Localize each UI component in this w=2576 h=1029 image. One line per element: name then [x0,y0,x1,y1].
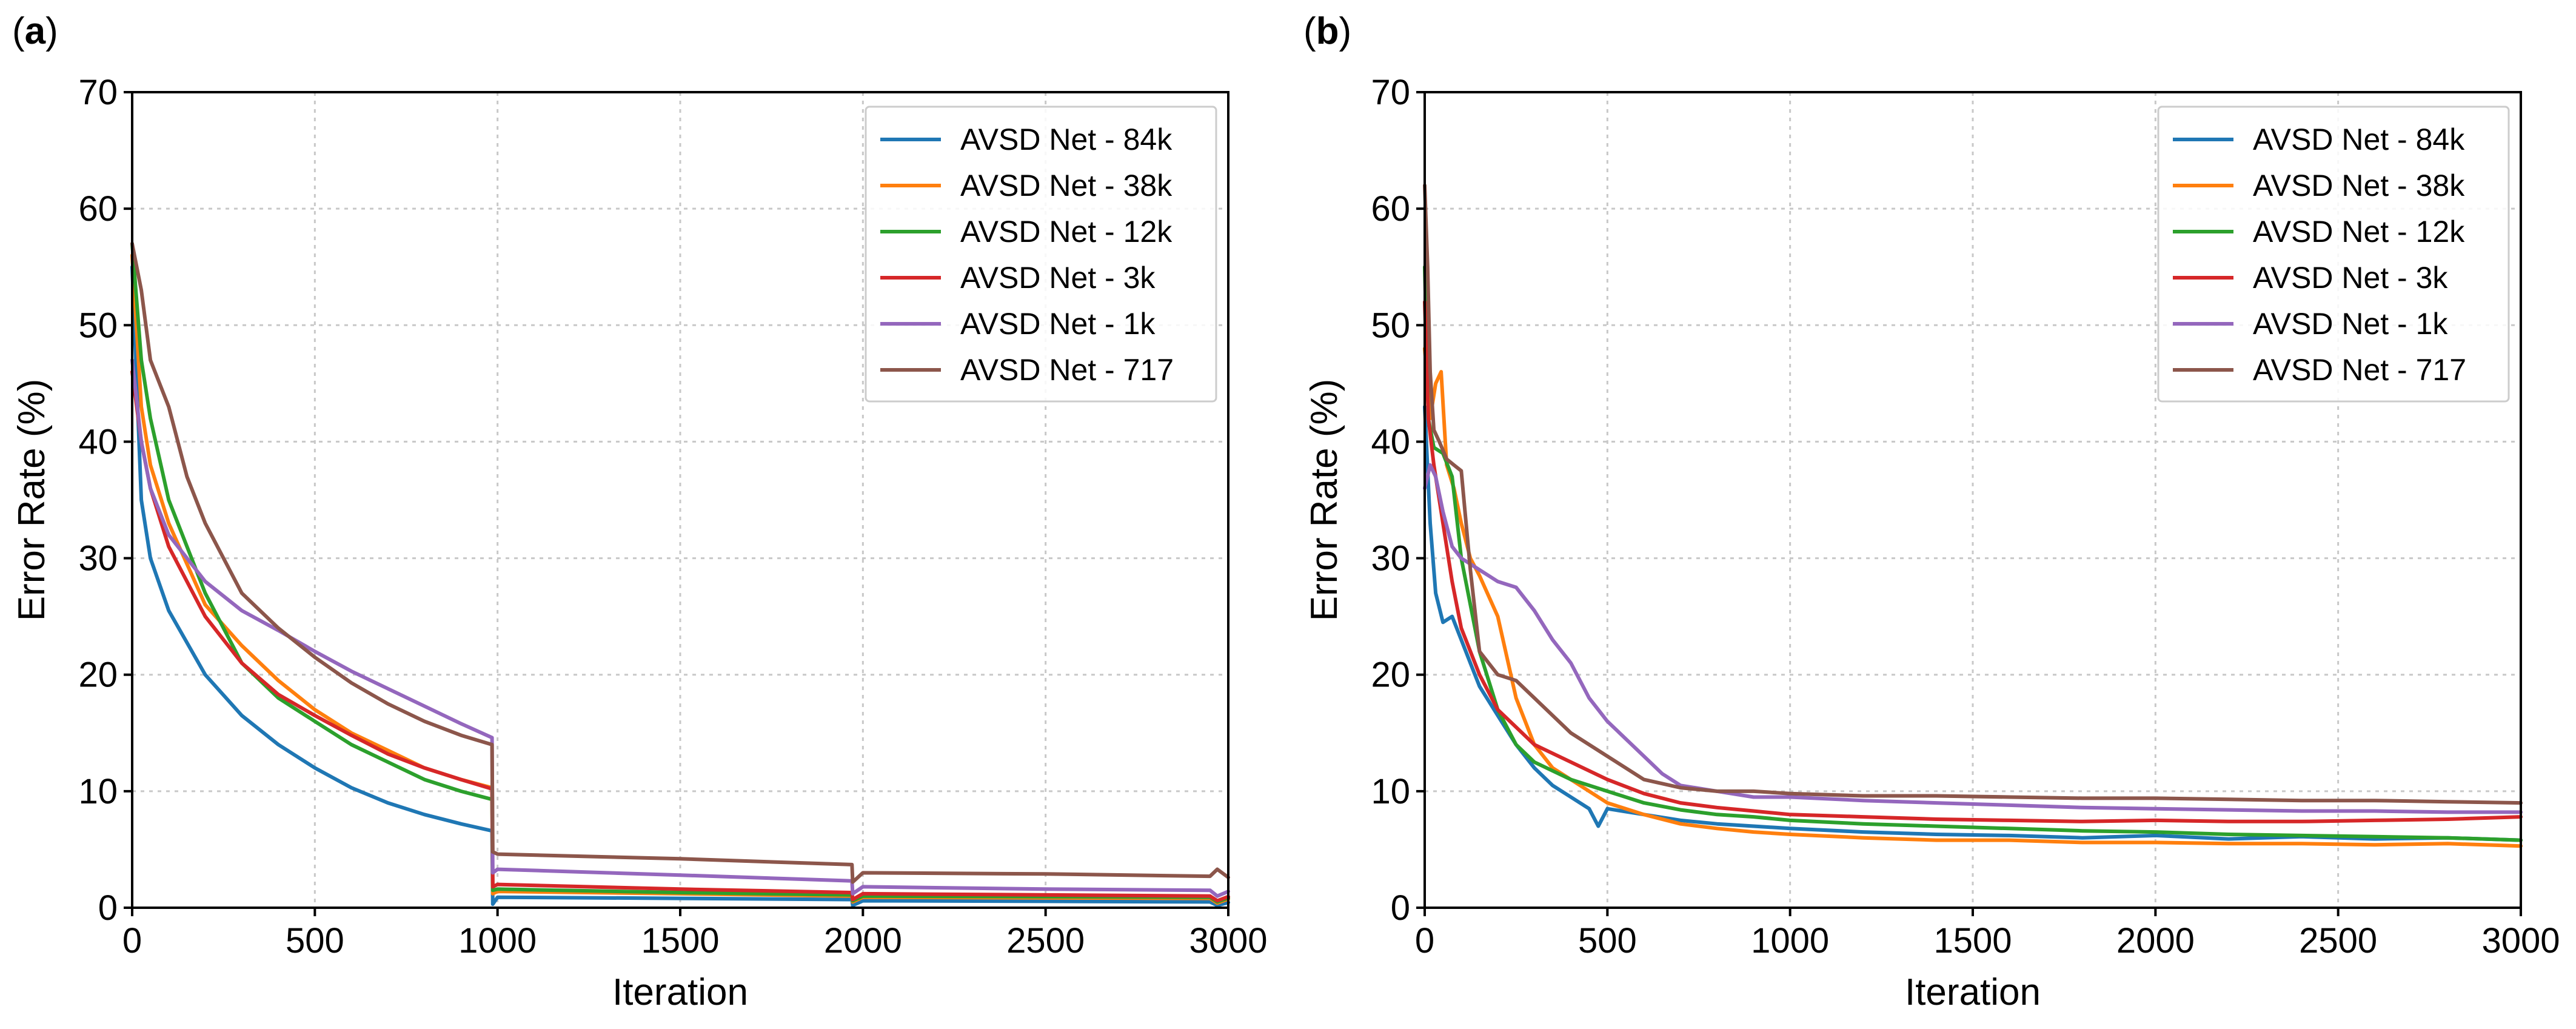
y-tick-label-a-6: 60 [78,189,118,229]
legend-label-a-0: AVSD Net - 84k [960,122,1173,156]
panel-label-b: (b) [1303,10,1351,52]
series-b [1423,183,2523,848]
x-tick-label-b-0: 0 [1415,921,1434,960]
x-tick-label-a-1: 500 [286,921,344,960]
x-tick-label-a-4: 2000 [824,921,902,960]
y-tick-label-a-0: 0 [98,888,118,928]
y-tick-label-b-6: 60 [1371,189,1410,229]
series-line-b-3 [1423,300,2523,823]
series-line-a-0 [130,265,1230,908]
legend-label-b-2: AVSD Net - 12k [2253,215,2465,249]
x-tick-label-a-3: 1500 [641,921,719,960]
series-line-a-4 [130,358,1230,898]
series-line-b-2 [1423,265,2523,842]
x-tick-label-b-5: 2500 [2299,921,2377,960]
y-tick-label-a-7: 70 [78,73,118,112]
series-line-a-2 [130,241,1230,904]
y-tick-label-a-3: 30 [78,539,118,578]
x-tick-label-a-6: 3000 [1189,921,1267,960]
legend-label-a-1: AVSD Net - 38k [960,169,1173,203]
y-tick-label-b-1: 10 [1371,772,1410,811]
x-ticks-b: 0 500 1000 1500 2000 2500 3000 [1415,908,2560,960]
y-tick-label-b-5: 50 [1371,306,1410,345]
y-tick-label-a-2: 20 [78,655,118,695]
legend-label-b-5: AVSD Net - 717 [2253,353,2466,387]
x-tick-label-a-2: 1000 [458,921,537,960]
y-axis-label-b: Error Rate (%) [1303,379,1345,622]
y-tick-label-a-1: 10 [78,772,118,811]
legend-label-b-0: AVSD Net - 84k [2253,122,2465,156]
x-tick-label-b-4: 2000 [2116,921,2195,960]
y-tick-label-b-4: 40 [1371,422,1410,461]
series-a [130,241,1230,908]
x-ticks-a: 0 500 1000 1500 2000 2500 3000 [122,908,1268,960]
legend-label-b-1: AVSD Net - 38k [2253,169,2465,203]
legend-b: AVSD Net - 84k AVSD Net - 38k AVSD Net - 1… [2157,106,2510,403]
legend-label-b-4: AVSD Net - 1k [2253,307,2448,341]
series-line-a-3 [130,370,1230,903]
legend-label-a-2: AVSD Net - 12k [960,215,1173,249]
chart-panel-a: (a) 0 500 1000 1500 2000 2500 3000 0 10 20 30 40 50… [11,10,1268,1013]
x-axis-label-a: Iteration [612,971,748,1013]
y-tick-label-b-3: 30 [1371,539,1410,578]
legend-a: AVSD Net - 84k AVSD Net - 38k AVSD Net - 1… [865,106,1217,403]
y-tick-label-a-4: 40 [78,422,118,461]
x-tick-label-b-3: 1500 [1933,921,2012,960]
legend-label-b-3: AVSD Net - 3k [2253,261,2448,295]
y-tick-label-b-7: 70 [1371,73,1410,112]
x-tick-label-b-1: 500 [1578,921,1637,960]
legend-label-a-3: AVSD Net - 3k [960,261,1156,295]
legend-label-a-4: AVSD Net - 1k [960,307,1156,341]
legend-box-b [2157,106,2510,403]
y-ticks-a: 0 10 20 30 40 50 60 70 [78,73,132,928]
legend-box-a [865,106,1217,403]
series-line-b-5 [1423,183,2523,805]
y-tick-label-b-0: 0 [1391,888,1410,928]
grid-b [1425,92,2521,908]
y-tick-label-a-5: 50 [78,306,118,345]
y-ticks-b: 0 10 20 30 40 50 60 70 [1371,73,1425,928]
y-tick-label-b-2: 20 [1371,655,1410,695]
panel-label-a: (a) [12,10,58,52]
x-tick-label-a-5: 2500 [1006,921,1085,960]
series-line-b-4 [1423,463,2523,814]
y-axis-label-a: Error Rate (%) [11,379,53,622]
x-tick-label-b-2: 1000 [1751,921,1829,960]
x-tick-label-b-6: 3000 [2481,921,2560,960]
series-line-b-0 [1423,404,2523,842]
legend-label-a-5: AVSD Net - 717 [960,353,1174,387]
chart-panel-b: (b) 0 500 1000 1500 2000 2500 3000 0 10 20 30 40 50… [1303,10,2560,1013]
x-tick-label-a-0: 0 [122,921,142,960]
series-line-a-5 [130,241,1230,884]
x-axis-label-b: Iteration [1905,971,2041,1013]
